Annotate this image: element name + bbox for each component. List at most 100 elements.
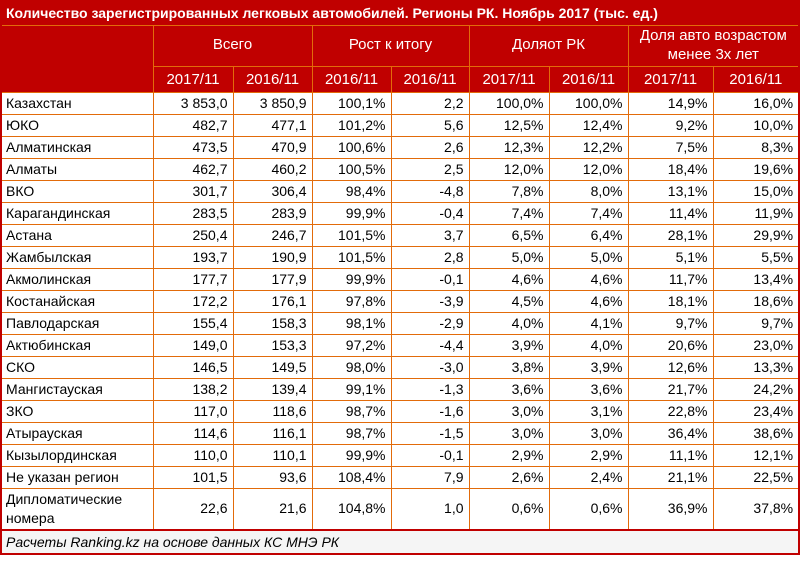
table-row: Астана 250,4 246,7 101,5% 3,7 6,5% 6,4% 28,1% 29…	[0, 223, 800, 247]
value-cell: 11,4%	[627, 201, 714, 225]
value-cell: 5,6	[390, 113, 470, 137]
page-title: Количество зарегистрированных легковых а…	[0, 0, 800, 26]
value-cell: 16,0%	[712, 91, 800, 115]
value-cell: 250,4	[152, 223, 234, 247]
value-cell: 3,1%	[548, 399, 629, 423]
region-cell: Дипломатические номера	[0, 487, 154, 530]
value-cell: 2,6%	[468, 465, 550, 489]
data-table: Количество зарегистрированных легковых а…	[0, 0, 800, 555]
table-row: Не указан регион 101,5 93,6 108,4% 7,9 2,6% 2,…	[0, 465, 800, 489]
value-cell: 99,9%	[311, 267, 392, 291]
value-cell: 101,5%	[311, 245, 392, 269]
value-cell: 36,4%	[627, 421, 714, 445]
value-cell: 158,3	[232, 311, 313, 335]
value-cell: 1,0	[390, 487, 470, 530]
value-cell: -1,5	[390, 421, 470, 445]
subcol-share-2017: 2017/11	[468, 65, 550, 93]
value-cell: 14,9%	[627, 91, 714, 115]
value-cell: -0,4	[390, 201, 470, 225]
table-row: Мангистауская 138,2 139,4 99,1% -1,3 3,6% 3,6%…	[0, 377, 800, 401]
value-cell: 153,3	[232, 333, 313, 357]
region-cell: Акмолинская	[0, 267, 154, 291]
footer-row: Расчеты Ranking.kz на основе данных КС М…	[1, 528, 800, 554]
value-cell: -1,6	[390, 399, 470, 423]
value-cell: 37,8%	[712, 487, 800, 530]
value-cell: 306,4	[232, 179, 313, 203]
region-cell: Костанайская	[0, 289, 154, 313]
value-cell: 146,5	[152, 355, 234, 379]
region-cell: ВКО	[0, 179, 154, 203]
value-cell: 98,7%	[311, 421, 392, 445]
value-cell: 12,2%	[548, 135, 629, 159]
subcol-growth-pct: 2016/11	[311, 65, 392, 93]
value-cell: 116,1	[232, 421, 313, 445]
region-cell: Карагандинская	[0, 201, 154, 225]
subcol-under3y-2016: 2016/11	[712, 65, 800, 93]
table-row: Алматинская 473,5 470,9 100,6% 2,6 12,3% 12,2%…	[0, 135, 800, 159]
value-cell: 29,9%	[712, 223, 800, 247]
value-cell: 9,7%	[712, 311, 800, 335]
value-cell: 7,4%	[468, 201, 550, 225]
value-cell: -1,3	[390, 377, 470, 401]
value-cell: 2,8	[390, 245, 470, 269]
value-cell: 99,1%	[311, 377, 392, 401]
region-cell: Астана	[0, 223, 154, 247]
value-cell: 149,0	[152, 333, 234, 357]
value-cell: 470,9	[232, 135, 313, 159]
region-cell: Мангистауская	[0, 377, 154, 401]
source-note: Расчеты Ranking.kz на основе данных КС М…	[1, 528, 800, 554]
value-cell: 3,7	[390, 223, 470, 247]
region-cell: Алматинская	[0, 135, 154, 159]
region-column-header	[0, 24, 154, 93]
value-cell: -4,8	[390, 179, 470, 203]
value-cell: 4,1%	[548, 311, 629, 335]
value-cell: 22,6	[152, 487, 234, 530]
value-cell: 2,2	[390, 91, 470, 115]
value-cell: 36,9%	[627, 487, 714, 530]
value-cell: 177,7	[152, 267, 234, 291]
column-group-row: Всего Рост к итогу Доляот РК Доля авто в…	[0, 24, 800, 93]
col-group-share-rk: Доляот РК	[468, 24, 629, 67]
value-cell: 4,0%	[548, 333, 629, 357]
value-cell: 0,6%	[468, 487, 550, 530]
region-cell: СКО	[0, 355, 154, 379]
value-cell: 3,6%	[548, 377, 629, 401]
value-cell: 7,5%	[627, 135, 714, 159]
value-cell: 193,7	[152, 245, 234, 269]
value-cell: 118,6	[232, 399, 313, 423]
value-cell: 98,1%	[311, 311, 392, 335]
value-cell: 3,8%	[468, 355, 550, 379]
value-cell: 473,5	[152, 135, 234, 159]
region-cell: ЗКО	[0, 399, 154, 423]
table-row: Актюбинская 149,0 153,3 97,2% -4,4 3,9% 4,0% 20…	[0, 333, 800, 357]
table-row: Казахстан 3 853,0 3 850,9 100,1% 2,2 100,0% 10…	[0, 91, 800, 115]
value-cell: 5,0%	[548, 245, 629, 269]
value-cell: 3,0%	[468, 421, 550, 445]
value-cell: 2,6	[390, 135, 470, 159]
value-cell: -3,9	[390, 289, 470, 313]
region-cell: Актюбинская	[0, 333, 154, 357]
value-cell: 5,0%	[468, 245, 550, 269]
region-cell: ЮКО	[0, 113, 154, 137]
value-cell: -0,1	[390, 443, 470, 467]
value-cell: -4,4	[390, 333, 470, 357]
region-cell: Не указан регион	[0, 465, 154, 489]
table-row: СКО 146,5 149,5 98,0% -3,0 3,8% 3,9% 12,6% 13,3%	[0, 355, 800, 379]
col-group-total: Всего	[152, 24, 313, 67]
value-cell: 6,4%	[548, 223, 629, 247]
value-cell: 21,1%	[627, 465, 714, 489]
value-cell: 12,1%	[712, 443, 800, 467]
value-cell: 176,1	[232, 289, 313, 313]
subcol-total-2017: 2017/11	[152, 65, 234, 93]
table-row: Дипломатические номера 22,6 21,6 104,8% 1,0 0…	[0, 487, 800, 530]
col-group-growth: Рост к итогу	[311, 24, 470, 67]
value-cell: 20,6%	[627, 333, 714, 357]
value-cell: 3,6%	[468, 377, 550, 401]
value-cell: 93,6	[232, 465, 313, 489]
value-cell: 12,3%	[468, 135, 550, 159]
value-cell: 138,2	[152, 377, 234, 401]
region-cell: Казахстан	[0, 91, 154, 115]
value-cell: 22,5%	[712, 465, 800, 489]
value-cell: 482,7	[152, 113, 234, 137]
value-cell: 18,4%	[627, 157, 714, 181]
